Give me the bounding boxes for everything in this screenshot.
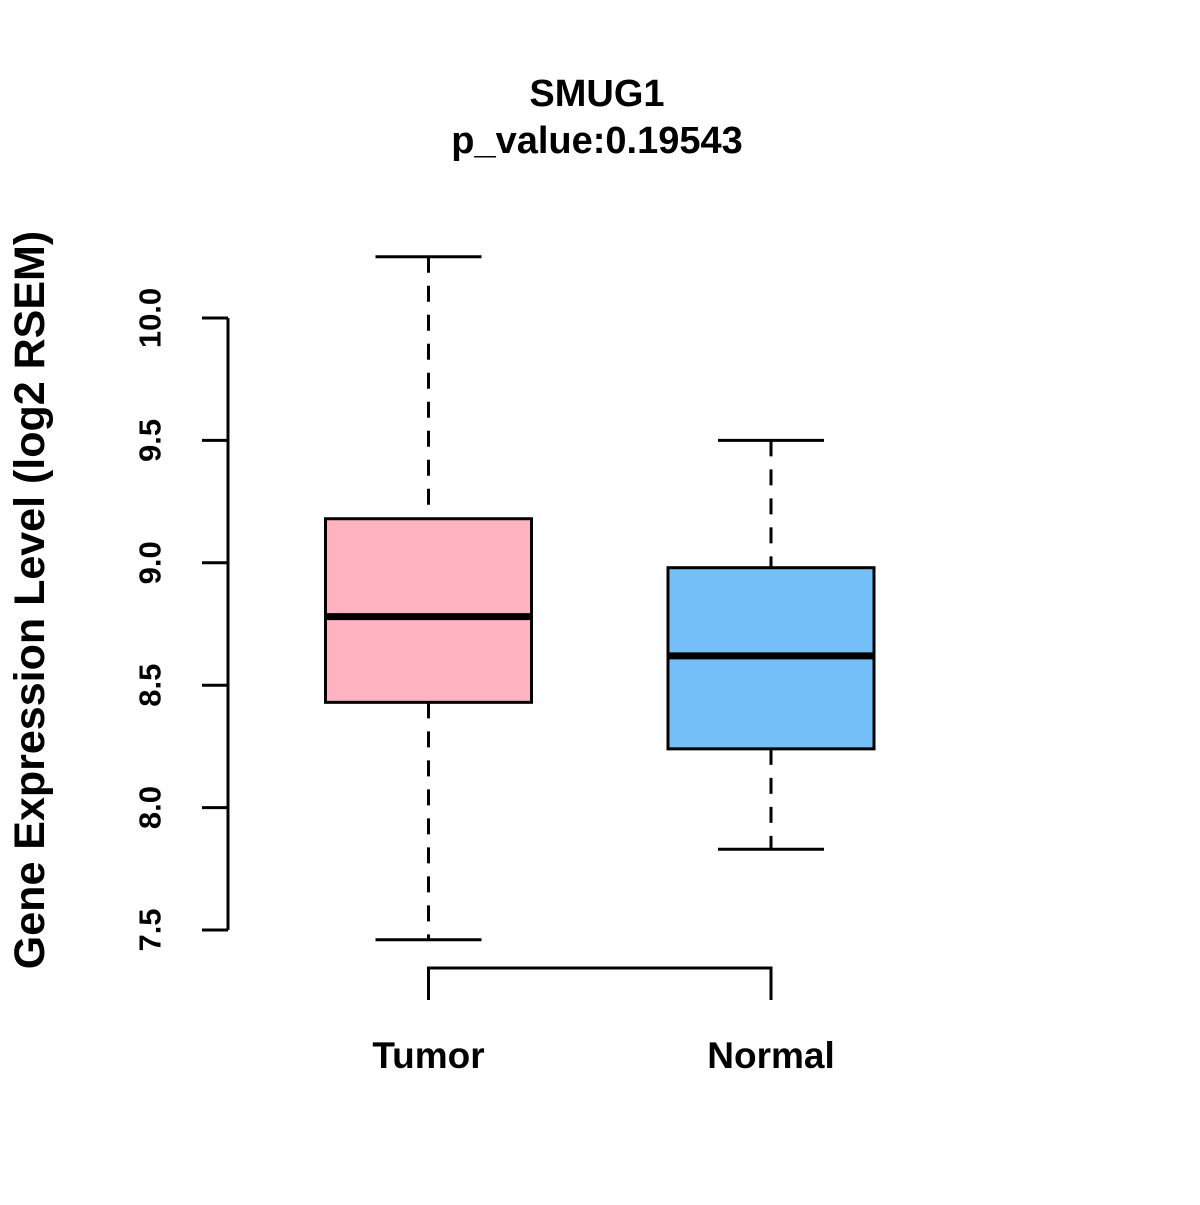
- y-axis-label: Gene Expression Level (log2 RSEM): [6, 231, 54, 969]
- y-tick-label: 7.5: [133, 908, 168, 951]
- chart-title: SMUG1: [529, 73, 664, 115]
- tumor-box-group: [324, 255, 533, 942]
- iqr-box: [324, 517, 533, 704]
- x-label-normal: Normal: [707, 1035, 834, 1076]
- y-tick-label: 8.5: [133, 664, 168, 707]
- y-axis: [202, 316, 230, 932]
- y-tick-label: 9.0: [133, 541, 168, 584]
- x-label-tumor: Tumor: [372, 1035, 484, 1076]
- comparison-bracket: [427, 966, 773, 1000]
- y-tick-label: 8.0: [133, 786, 168, 829]
- plot-area: [324, 255, 876, 942]
- y-tick-label: 9.5: [133, 419, 168, 462]
- x-axis-bracket: [427, 966, 773, 1000]
- chart-subtitle-pvalue: p_value:0.19543: [451, 120, 743, 162]
- normal-box-group: [666, 438, 876, 851]
- y-tick-label: 10.0: [133, 288, 168, 348]
- y-tick-labels: 7.5 8.0 8.5 9.0 9.5 10.0: [133, 288, 168, 952]
